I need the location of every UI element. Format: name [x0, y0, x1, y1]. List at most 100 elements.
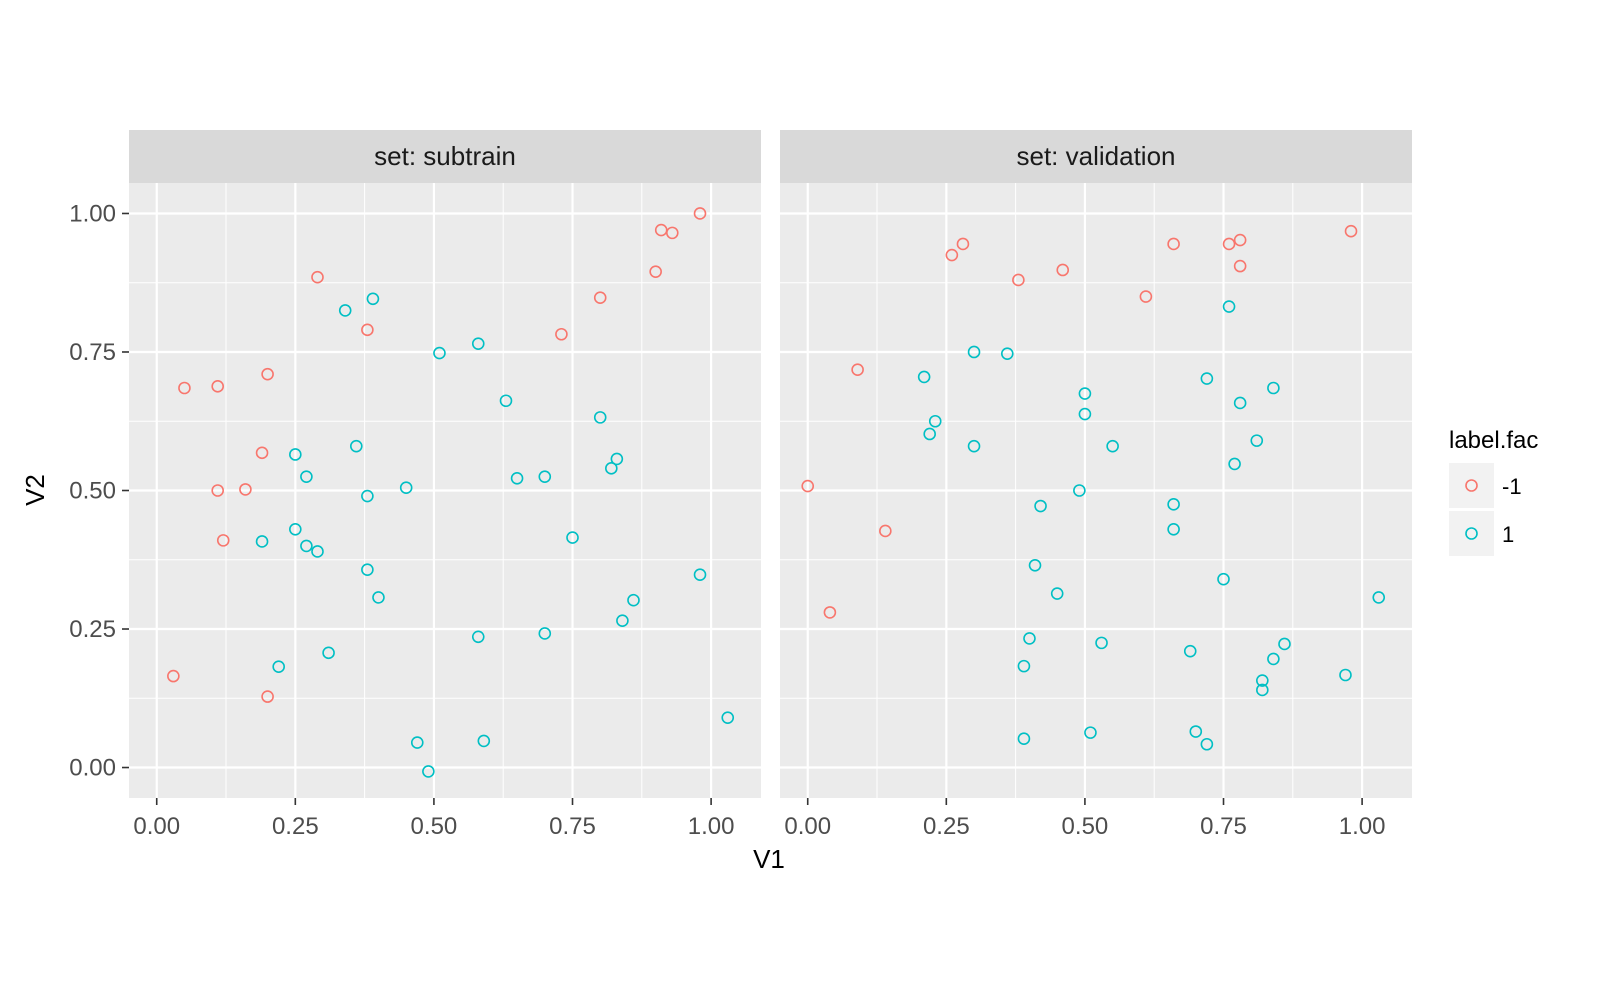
data-point	[410, 736, 424, 749]
data-point	[289, 522, 302, 536]
data-point	[322, 646, 335, 660]
data-point	[239, 483, 252, 496]
data-point	[399, 481, 413, 495]
data-point	[289, 448, 302, 461]
legend-entry-label: -1	[1502, 474, 1522, 499]
x-tick-label: 0.25	[923, 813, 970, 840]
data-point	[366, 292, 380, 306]
data-point	[923, 427, 936, 441]
data-point	[879, 524, 892, 538]
data-point	[593, 291, 607, 304]
data-point	[361, 563, 374, 577]
data-point	[1233, 259, 1247, 273]
data-point	[1034, 499, 1047, 513]
data-point	[1000, 347, 1014, 360]
data-point	[649, 265, 662, 278]
data-point	[1056, 263, 1070, 277]
data-point	[477, 734, 491, 748]
x-axis-label: V1	[753, 844, 785, 874]
data-point	[211, 380, 225, 393]
x-tick-label: 0.25	[272, 813, 319, 840]
facet-strip	[780, 130, 1412, 183]
data-point	[216, 534, 230, 547]
data-point	[1200, 737, 1214, 751]
panel-subtrain: set: subtrain 0.00 0.25 0.50 0.75 1.00 0.00 0.2…	[69, 130, 761, 840]
data-point	[261, 690, 274, 703]
y-tick-label: 0.00	[69, 755, 116, 782]
data-point	[471, 630, 485, 644]
y-tick-label: 0.25	[69, 616, 116, 643]
data-point	[616, 614, 629, 628]
data-point	[1167, 237, 1180, 251]
x-tick-label: 0.75	[1200, 813, 1247, 840]
data-point	[1228, 457, 1241, 471]
data-point	[1167, 498, 1180, 511]
y-tick-label: 1.00	[69, 200, 116, 227]
series-neg1	[167, 207, 707, 703]
data-point	[967, 345, 981, 359]
data-point	[311, 270, 324, 284]
data-point	[1339, 668, 1352, 682]
data-point	[1222, 237, 1236, 251]
data-point	[693, 207, 707, 220]
data-point	[422, 765, 435, 778]
x-tick-label: 1.00	[688, 813, 735, 840]
data-point	[1073, 484, 1086, 497]
data-point	[1017, 732, 1031, 746]
data-point	[1023, 632, 1036, 645]
legend-key	[1449, 463, 1494, 508]
facet-strip-label: set: validation	[1017, 141, 1176, 171]
data-point	[372, 591, 385, 604]
data-point	[627, 593, 640, 607]
data-point	[300, 539, 313, 553]
data-point	[945, 248, 959, 262]
data-point	[1106, 439, 1119, 453]
legend: label.fac -1 1	[1449, 427, 1538, 556]
data-point	[605, 462, 618, 475]
y-axis-label: V2	[20, 474, 50, 506]
data-point	[167, 669, 180, 683]
data-point	[1222, 300, 1236, 313]
x-tick-label: 0.50	[1062, 813, 1109, 840]
data-point	[510, 472, 524, 485]
data-point	[361, 323, 374, 337]
panel-validation: set: validation 0.00 0.25 0.50 0.75 1.00	[780, 130, 1412, 840]
x-tick-label: 0.50	[411, 813, 458, 840]
data-point	[721, 711, 735, 724]
y-tick-label: 0.75	[69, 339, 116, 366]
data-point	[555, 327, 568, 341]
legend-entry-label: 1	[1502, 522, 1514, 547]
data-point	[967, 439, 981, 453]
legend-marker	[1465, 479, 1478, 492]
data-point	[255, 535, 269, 548]
x-tick-label: 0.00	[784, 813, 831, 840]
data-point	[1256, 683, 1269, 697]
data-point	[538, 470, 552, 483]
data-point	[917, 370, 931, 384]
data-point	[349, 439, 363, 453]
data-point	[261, 367, 274, 381]
data-point	[823, 606, 837, 619]
data-point	[566, 531, 579, 544]
data-point	[928, 414, 942, 428]
data-point	[1250, 434, 1264, 447]
data-point	[1217, 572, 1230, 586]
legend-title: label.fac	[1449, 427, 1538, 454]
data-point	[178, 381, 191, 395]
x-tick-label: 1.00	[1339, 813, 1386, 840]
x-tick-label: 0.75	[549, 813, 596, 840]
data-point	[300, 470, 313, 483]
data-point	[211, 484, 225, 497]
data-point	[1084, 726, 1097, 739]
data-point	[1267, 381, 1280, 395]
data-point	[1167, 522, 1180, 536]
data-point	[1267, 652, 1280, 666]
data-point	[1095, 636, 1108, 650]
y-tick-label: 0.50	[69, 478, 116, 505]
legend-marker	[1465, 527, 1478, 540]
data-point	[593, 411, 607, 424]
legend-key	[1449, 511, 1494, 556]
series-pos1	[255, 292, 735, 778]
data-point	[471, 337, 485, 350]
data-point	[499, 394, 513, 408]
